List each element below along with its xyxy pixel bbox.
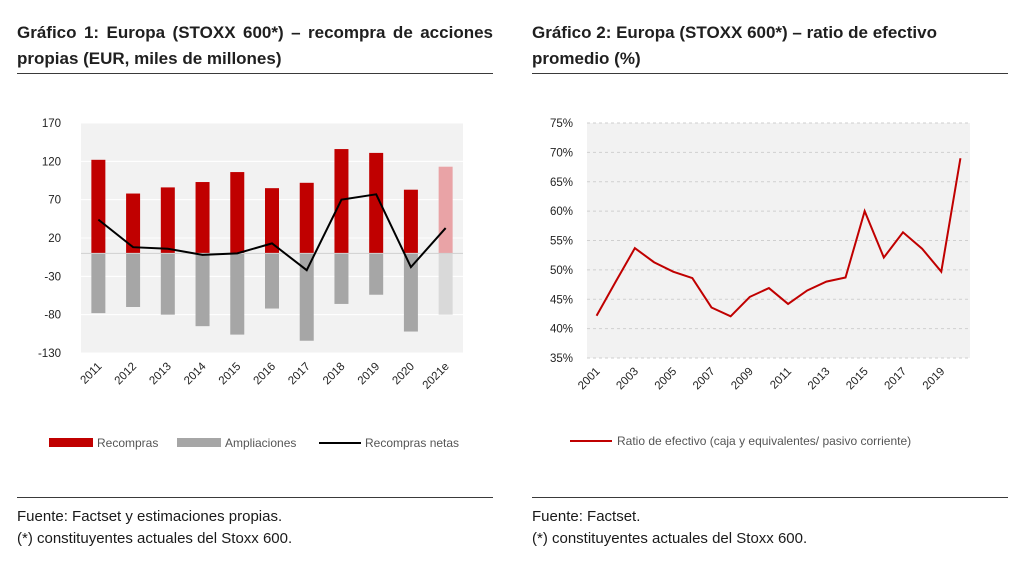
bar-recompras — [230, 172, 245, 254]
legend-label-ratio-efectivo: Ratio de efectivo (caja y equivalentes/ … — [617, 434, 911, 448]
bar-recompras — [299, 182, 314, 254]
y-tick-label: 75% — [550, 118, 573, 130]
bar-ampliaciones — [403, 253, 418, 332]
x-tick-label: 2003 — [614, 366, 641, 393]
chart1-note: (*) constituyentes actuales del Stoxx 60… — [17, 530, 293, 547]
x-tick-label: 2017 — [286, 361, 313, 388]
y-tick-label: 70 — [48, 195, 61, 207]
y-tick-label: 55% — [550, 236, 573, 248]
y-tick-label: 50% — [550, 265, 573, 277]
bar-ampliaciones — [195, 253, 210, 327]
legend-swatch-ampliaciones — [177, 438, 221, 447]
x-tick-label: 2020 — [390, 361, 417, 388]
bar-recompras — [403, 189, 418, 254]
legend-swatch-recompras — [49, 438, 93, 447]
bar-ampliaciones — [265, 253, 279, 309]
bar-recompras — [438, 166, 453, 254]
legend-label-recompras: Recompras — [97, 436, 158, 450]
legend-label-ampliaciones: Ampliaciones — [225, 436, 296, 450]
chart2-note: (*) constituyentes actuales del Stoxx 60… — [532, 530, 808, 547]
chart-panel-buybacks: Gráfico 1: Europa (STOXX 600*) – recompr… — [17, 0, 493, 576]
y-tick-label: 65% — [550, 177, 573, 189]
x-tick-label: 2011 — [768, 366, 794, 392]
legend-label-recompras-netas: Recompras netas — [365, 436, 459, 450]
x-tick-label: 2005 — [653, 366, 680, 393]
x-tick-label: 2017 — [883, 366, 910, 393]
y-tick-label: -80 — [44, 310, 61, 322]
x-tick-label: 2019 — [356, 361, 383, 388]
line-recompras-netas — [97, 193, 447, 272]
bar-ampliaciones — [299, 253, 314, 341]
bar-recompras — [126, 193, 141, 254]
bar-ampliaciones — [334, 253, 349, 304]
y-tick-label: 170 — [42, 118, 61, 130]
x-tick-label: 2013 — [806, 366, 833, 393]
x-tick-label: 2007 — [691, 366, 718, 393]
chart2-source: Fuente: Factset. — [532, 508, 641, 525]
x-tick-label: 2016 — [252, 361, 279, 388]
y-tick-label: 20 — [48, 233, 61, 245]
x-tick-label: 2009 — [729, 366, 756, 393]
line-ratio-efectivo — [595, 158, 962, 318]
chart1-top-rule — [17, 73, 493, 74]
chart1-source: Fuente: Factset y estimaciones propias. — [17, 508, 283, 525]
bar-ampliaciones — [438, 253, 453, 315]
chart1-title: Gráfico 1: Europa (STOXX 600*) – recompr… — [17, 23, 493, 68]
y-tick-label: 70% — [550, 147, 573, 159]
x-tick-label: 2014 — [182, 360, 209, 387]
chart2-bottom-rule — [532, 497, 1008, 498]
x-tick-label: 2001 — [576, 366, 603, 393]
y-tick-label: 45% — [550, 294, 573, 306]
bar-recompras — [91, 159, 106, 254]
y-tick-label: 60% — [550, 206, 573, 218]
x-tick-label: 2011 — [79, 361, 105, 387]
y-tick-label: 35% — [550, 353, 573, 365]
bar-ampliaciones — [160, 253, 175, 315]
bar-ampliaciones — [230, 253, 245, 335]
x-tick-label: 2015 — [217, 361, 244, 388]
bar-recompras — [369, 152, 384, 254]
chart1-svg: 170 120 70 20 -30 -80 -130 2011 2012 2013 2014 2015… — [38, 118, 463, 450]
x-tick-label: 2012 — [113, 361, 140, 388]
bar-recompras — [160, 187, 175, 254]
x-tick-label: 2018 — [321, 361, 348, 388]
chart-panel-cash-ratio: Gráfico 2: Europa (STOXX 600*) – ratio d… — [532, 0, 1008, 576]
x-tick-label: 2021e — [421, 361, 452, 392]
chart2-svg: 75% 70% 65% 60% 55% 50% 45% 40% 35%2001 2003 2005 2… — [550, 118, 970, 448]
y-tick-label: -130 — [38, 348, 61, 360]
chart2-title: Gráfico 2: Europa (STOXX 600*) – ratio d… — [532, 23, 937, 68]
y-tick-label: -30 — [44, 271, 61, 283]
y-tick-label: 40% — [550, 324, 573, 336]
bar-recompras — [195, 182, 210, 254]
bar-ampliaciones — [126, 253, 141, 307]
chart1-bottom-rule — [17, 497, 493, 498]
x-tick-label: 2015 — [844, 366, 871, 393]
y-tick-label: 120 — [42, 156, 61, 168]
bar-ampliaciones — [369, 253, 384, 295]
x-tick-label: 2019 — [921, 366, 948, 393]
bar-ampliaciones — [91, 253, 106, 314]
x-tick-label: 2013 — [147, 361, 174, 388]
chart2-top-rule — [532, 73, 1008, 74]
bar-recompras — [265, 188, 279, 254]
